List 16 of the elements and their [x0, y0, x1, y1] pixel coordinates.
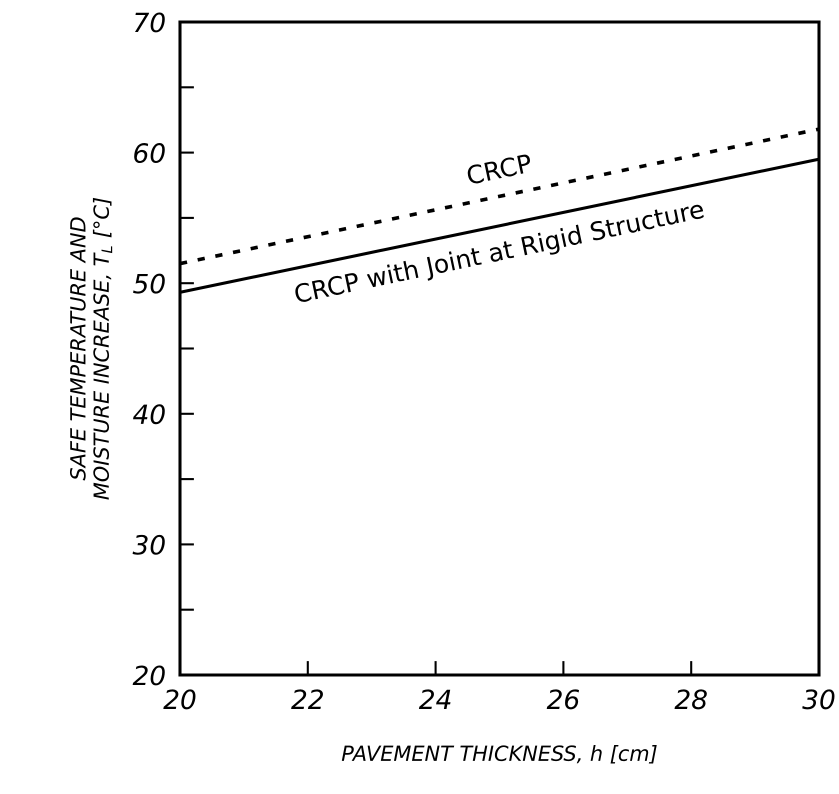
y-tick-label: 60 — [134, 143, 165, 163]
x-tick-label: 30 — [802, 689, 834, 710]
x-axis-title: PAVEMENT THICKNESS, h [cm] — [342, 744, 657, 764]
y-tick-label: 30 — [132, 534, 165, 555]
text: CRCP with Joint at Rigid Structure — [294, 198, 706, 308]
x-tick-label: 28 — [674, 689, 707, 710]
y-axis-title: SAFE TEMPERATURE AND MOISTURE INCREASE, T$_{L}$ [°C] — [70, 198, 112, 500]
x-tick-label: 24 — [418, 689, 451, 709]
x-tick-label: 22 — [291, 689, 323, 709]
x-tick-label: 20 — [163, 689, 196, 710]
y-tick-label: 50 — [133, 274, 165, 294]
x-tick-label: 26 — [546, 689, 580, 710]
y-tick-label: 70 — [134, 12, 165, 32]
y-tick-label: 20 — [132, 665, 165, 686]
y-tick-label: 40 — [133, 404, 165, 424]
text: CRCP — [466, 153, 533, 185]
